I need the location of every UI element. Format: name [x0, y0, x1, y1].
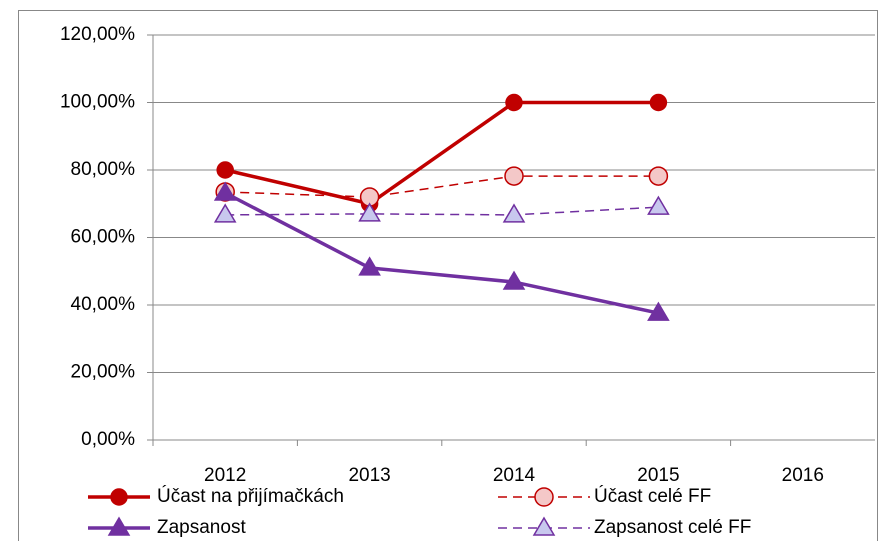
legend-marker: [534, 487, 554, 507]
legend-label: Účast celé FF: [594, 485, 711, 507]
data-point: [647, 301, 670, 321]
data-point: [504, 166, 524, 186]
data-point: [649, 93, 668, 112]
y-tick-label: 20,00%: [71, 362, 136, 383]
y-tick-label: 80,00%: [71, 159, 136, 180]
data-point: [213, 203, 237, 223]
series-line: [225, 206, 659, 216]
data-point: [502, 270, 526, 290]
series-line: [224, 191, 659, 315]
data-point: [358, 202, 381, 222]
x-tick-label: 2013: [348, 465, 390, 486]
series-line: [225, 175, 659, 198]
y-tick-label: 0,00%: [81, 429, 135, 450]
x-tick-label: 2012: [204, 465, 246, 486]
data-point: [502, 203, 526, 223]
y-tick-label: 40,00%: [71, 294, 136, 315]
data-point: [213, 181, 237, 201]
y-tick-label: 100,00%: [60, 92, 135, 113]
y-tick-label: 60,00%: [71, 227, 136, 248]
data-point: [647, 195, 670, 215]
legend-label: Zapsanost: [157, 517, 246, 538]
data-point: [216, 161, 234, 179]
legend-label: Účast na přijímačkách: [157, 485, 344, 507]
legend-marker: [110, 488, 128, 506]
data-point: [648, 166, 669, 186]
data-point: [358, 256, 381, 276]
series-line: [224, 100, 659, 206]
legend-marker: [532, 516, 556, 536]
x-tick-label: 2015: [637, 465, 679, 486]
x-tick-label: 2016: [782, 465, 824, 486]
x-tick-label: 2014: [493, 465, 536, 486]
data-point: [505, 93, 523, 112]
legend-marker: [107, 516, 131, 536]
y-tick-label: 120,00%: [60, 24, 135, 45]
legend-label: Zapsanost celé FF: [594, 517, 751, 538]
